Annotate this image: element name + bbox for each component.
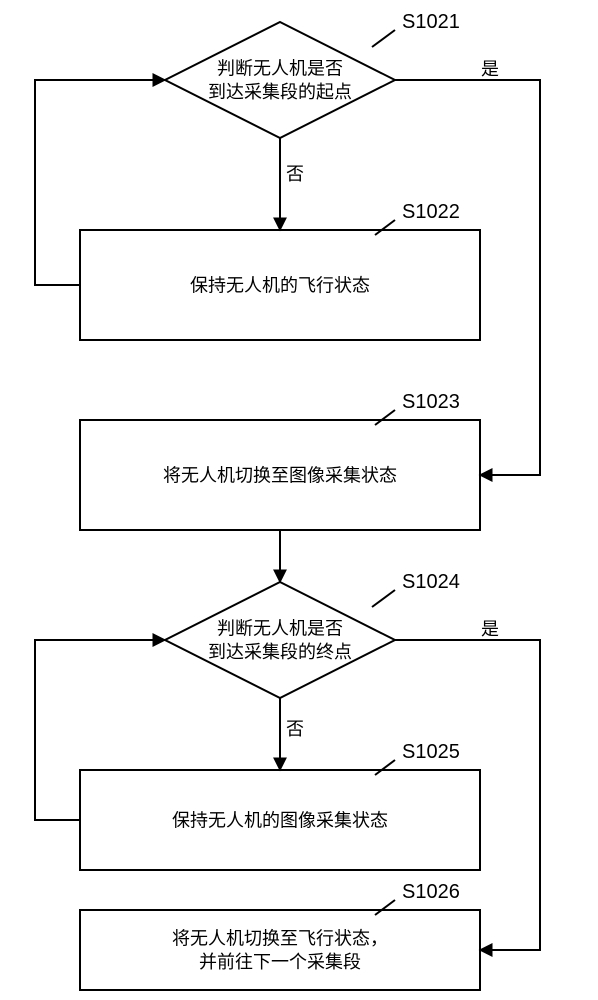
edge-leader-s1025 bbox=[375, 760, 395, 775]
edge-label-d1_yes: 是 bbox=[481, 59, 499, 79]
process-text-p6: 并前往下一个采集段 bbox=[199, 952, 361, 972]
process-text-p3: 将无人机切换至图像采集状态 bbox=[163, 465, 397, 485]
edge-d1-yes-to-p3 bbox=[395, 80, 540, 475]
edge-leader-s1026 bbox=[375, 900, 395, 915]
process-text-p2: 保持无人机的飞行状态 bbox=[190, 275, 370, 295]
decision-d1 bbox=[165, 22, 395, 138]
process-p6 bbox=[80, 910, 480, 990]
edge-p5-back-to-d4 bbox=[35, 640, 165, 820]
edge-p2-back-to-d1 bbox=[35, 80, 165, 285]
edge-label-d4_yes: 是 bbox=[481, 619, 499, 639]
edge-leader-s1021 bbox=[372, 30, 395, 47]
edge-leader-s1024 bbox=[372, 590, 395, 607]
edge-leader-s1022 bbox=[375, 220, 395, 235]
decision-d4 bbox=[165, 582, 395, 698]
step-label-p6: S1026 bbox=[402, 881, 460, 903]
step-label-d1: S1021 bbox=[402, 11, 460, 33]
process-text-p5: 保持无人机的图像采集状态 bbox=[172, 810, 388, 830]
process-text-p6: 将无人机切换至飞行状态， bbox=[172, 929, 388, 949]
edge-leader-s1023 bbox=[375, 410, 395, 425]
step-label-d4: S1024 bbox=[402, 571, 460, 593]
step-label-p3: S1023 bbox=[402, 391, 460, 413]
decision-text-d1: 到达采集段的起点 bbox=[208, 82, 352, 102]
edge-label-d1_no: 否 bbox=[286, 164, 304, 184]
step-label-p2: S1022 bbox=[402, 201, 460, 223]
decision-text-d4: 判断无人机是否 bbox=[217, 619, 343, 639]
decision-text-d1: 判断无人机是否 bbox=[217, 59, 343, 79]
step-label-p5: S1025 bbox=[402, 741, 460, 763]
edge-label-d4_no: 否 bbox=[286, 719, 304, 739]
flowchart-canvas: 判断无人机是否到达采集段的起点 S1021 保持无人机的飞行状态 S1022 将无人机切… bbox=[0, 0, 598, 1000]
edge-d4-yes-to-p6 bbox=[395, 640, 540, 950]
decision-text-d4: 到达采集段的终点 bbox=[208, 642, 352, 662]
